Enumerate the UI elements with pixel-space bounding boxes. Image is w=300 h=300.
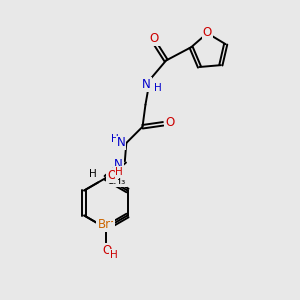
Text: H: H	[110, 250, 118, 260]
Text: O: O	[107, 169, 117, 182]
Text: H: H	[89, 169, 97, 179]
Text: Br: Br	[98, 218, 110, 231]
Text: O: O	[165, 116, 174, 129]
Text: O: O	[150, 32, 159, 45]
Text: N: N	[142, 78, 151, 92]
Text: O: O	[103, 244, 112, 257]
Text: N: N	[114, 158, 123, 171]
Text: N: N	[117, 136, 125, 149]
Text: H: H	[116, 167, 123, 177]
Text: H: H	[154, 83, 162, 93]
Text: Br: Br	[101, 218, 114, 231]
Text: CH₃: CH₃	[106, 176, 126, 186]
Text: O: O	[203, 26, 212, 39]
Text: H: H	[111, 134, 119, 143]
